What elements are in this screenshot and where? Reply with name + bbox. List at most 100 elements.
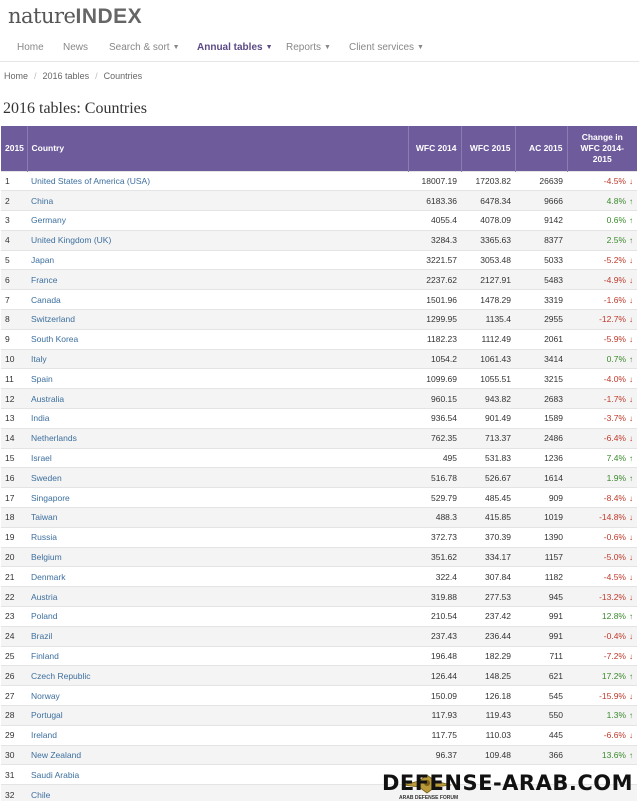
table-row[interactable]: 28 Portugal 117.93 119.43 550 1.3% ↑ [1, 705, 637, 726]
header-country[interactable]: Country [27, 126, 409, 171]
country-link[interactable]: Austria [27, 586, 408, 607]
change-value: -1.7% [603, 393, 626, 404]
breadcrumb-separator: / [34, 71, 37, 81]
table-row[interactable]: 23 Poland 210.54 237.42 991 12.8% ↑ [1, 606, 637, 627]
country-link[interactable]: United Kingdom (UK) [27, 229, 408, 251]
header-change[interactable]: Change in WFC 2014-2015 [567, 126, 637, 171]
nav-client-services[interactable]: Client services ▼ [349, 42, 424, 53]
change-value: -3.7% [603, 413, 626, 424]
wfc-2014-cell: 322.4 [408, 566, 461, 587]
table-row[interactable]: 12 Australia 960.15 943.82 2683 -1.7% ↓ [1, 388, 637, 409]
arrow-up-icon: ↑ [629, 355, 633, 365]
table-row[interactable]: 29 Ireland 117.75 110.03 445 -6.6% ↓ [1, 724, 637, 746]
change-cell: 7.4% ↑ [567, 447, 637, 468]
table-row[interactable]: 14 Netherlands 762.35 713.37 2486 -6.4% ↓ [1, 427, 637, 449]
caret-down-icon: ▼ [265, 44, 273, 51]
country-link[interactable]: Canada [27, 289, 408, 310]
table-row[interactable]: 20 Belgium 351.62 334.17 1157 -5.0% ↓ [1, 546, 637, 567]
arrow-up-icon: ↑ [629, 671, 633, 681]
table-row[interactable]: 32 Chile [1, 784, 637, 801]
header-ac-2015[interactable]: AC 2015 [515, 126, 568, 171]
rank-cell: 28 [1, 705, 27, 726]
table-row[interactable]: 25 Finland 196.48 182.29 711 -7.2% ↓ [1, 645, 637, 666]
country-link[interactable]: Denmark [27, 566, 408, 587]
nature-index-logo[interactable]: natureINDEX [8, 4, 142, 30]
table-row[interactable]: 1 United States of America (USA) 18007.19 1… [1, 170, 637, 191]
header-wfc-2015[interactable]: WFC 2015 [461, 126, 516, 171]
nav-reports[interactable]: Reports ▼ [286, 42, 331, 53]
wfc-2015-cell: 334.17 [461, 546, 515, 567]
table-row[interactable]: 11 Spain 1099.69 1055.51 3215 -4.0% ↓ [1, 368, 637, 389]
country-link[interactable]: Spain [27, 368, 408, 389]
country-link[interactable]: Chile [27, 784, 408, 801]
table-row[interactable]: 24 Brazil 237.43 236.44 991 -0.4% ↓ [1, 625, 637, 647]
rank-cell: 32 [1, 784, 27, 801]
table-row[interactable]: 31 Saudi Arabia [1, 764, 637, 785]
table-row[interactable]: 3 Germany 4055.4 4078.09 9142 0.6% ↑ [1, 210, 637, 231]
table-row[interactable]: 6 France 2237.62 2127.91 5483 -4.9% ↓ [1, 269, 637, 290]
country-link[interactable]: Italy [27, 348, 408, 369]
ac-2015-cell: 3414 [515, 348, 567, 369]
table-row[interactable]: 26 Czech Republic 126.44 148.25 621 17.2% ↑ [1, 665, 637, 686]
table-row[interactable]: 8 Switzerland 1299.95 1135.4 2955 -12.7% ↓ [1, 309, 637, 330]
table-row[interactable]: 10 Italy 1054.2 1061.43 3414 0.7% ↑ [1, 348, 637, 369]
country-link[interactable]: France [27, 269, 408, 290]
country-link[interactable]: China [27, 190, 408, 211]
country-link[interactable]: India [27, 408, 408, 429]
country-link[interactable]: Poland [27, 606, 408, 627]
breadcrumb-current: Countries [103, 71, 143, 81]
country-link[interactable]: Switzerland [27, 309, 408, 330]
nav-search-sort[interactable]: Search & sort ▼ [109, 42, 180, 53]
table-row[interactable]: 21 Denmark 322.4 307.84 1182 -4.5% ↓ [1, 566, 637, 587]
wfc-2015-cell: 237.42 [461, 606, 515, 627]
country-link[interactable]: Portugal [27, 705, 408, 726]
change-value: -4.5% [603, 571, 626, 582]
country-link[interactable]: Germany [27, 210, 408, 231]
table-row[interactable]: 9 South Korea 1182.23 1112.49 2061 -5.9% ↓ [1, 328, 637, 350]
country-link[interactable]: Netherlands [27, 427, 408, 449]
nav-home[interactable]: Home [17, 42, 44, 53]
country-link[interactable]: Taiwan [27, 507, 408, 528]
table-row[interactable]: 16 Sweden 516.78 526.67 1614 1.9% ↑ [1, 467, 637, 488]
country-link[interactable]: Israel [27, 447, 408, 468]
rank-cell: 14 [1, 427, 27, 449]
breadcrumb-home[interactable]: Home [4, 71, 29, 81]
arrow-up-icon: ↑ [629, 473, 633, 483]
table-row[interactable]: 13 India 936.54 901.49 1589 -3.7% ↓ [1, 408, 637, 429]
header-wfc-2014[interactable]: WFC 2014 [408, 126, 462, 171]
table-row[interactable]: 15 Israel 495 531.83 1236 7.4% ↑ [1, 447, 637, 468]
country-link[interactable]: Japan [27, 249, 408, 270]
country-link[interactable]: Norway [27, 685, 408, 706]
table-row[interactable]: 27 Norway 150.09 126.18 545 -15.9% ↓ [1, 685, 637, 706]
table-row[interactable]: 5 Japan 3221.57 3053.48 5033 -5.2% ↓ [1, 249, 637, 270]
country-link[interactable]: Singapore [27, 487, 408, 508]
country-link[interactable]: Australia [27, 388, 408, 409]
wfc-2014-cell: 96.37 [408, 744, 461, 765]
country-link[interactable]: Sweden [27, 467, 408, 488]
table-row[interactable]: 4 United Kingdom (UK) 3284.3 3365.63 8377 2.5… [1, 229, 637, 251]
country-link[interactable]: Ireland [27, 724, 408, 746]
country-link[interactable]: United States of America (USA) [27, 170, 408, 191]
country-link[interactable]: Brazil [27, 625, 408, 647]
table-row[interactable]: 17 Singapore 529.79 485.45 909 -8.4% ↓ [1, 487, 637, 508]
nav-annual-tables[interactable]: Annual tables ▼ [197, 42, 273, 53]
country-link[interactable]: Finland [27, 645, 408, 666]
table-row[interactable]: 18 Taiwan 488.3 415.85 1019 -14.8% ↓ [1, 507, 637, 528]
country-link[interactable]: Belgium [27, 546, 408, 567]
country-link[interactable]: South Korea [27, 328, 408, 350]
table-row[interactable]: 22 Austria 319.88 277.53 945 -13.2% ↓ [1, 586, 637, 607]
breadcrumb-2016-tables[interactable]: 2016 tables [42, 71, 90, 81]
country-link[interactable]: Saudi Arabia [27, 764, 408, 785]
table-row[interactable]: 7 Canada 1501.96 1478.29 3319 -1.6% ↓ [1, 289, 637, 310]
wfc-2015-cell: 119.43 [461, 705, 515, 726]
country-link[interactable]: New Zealand [27, 744, 408, 765]
table-row[interactable]: 30 New Zealand 96.37 109.48 366 13.6% ↑ [1, 744, 637, 765]
change-value: 0.6% [606, 215, 626, 226]
country-link[interactable]: Czech Republic [27, 665, 408, 686]
nav-news[interactable]: News [63, 42, 88, 53]
country-link[interactable]: Russia [27, 526, 408, 548]
table-row[interactable]: 19 Russia 372.73 370.39 1390 -0.6% ↓ [1, 526, 637, 548]
table-row[interactable]: 2 China 6183.36 6478.34 9666 4.8% ↑ [1, 190, 637, 211]
arrow-up-icon: ↑ [629, 454, 633, 464]
header-rank[interactable]: 2015 [1, 126, 28, 171]
